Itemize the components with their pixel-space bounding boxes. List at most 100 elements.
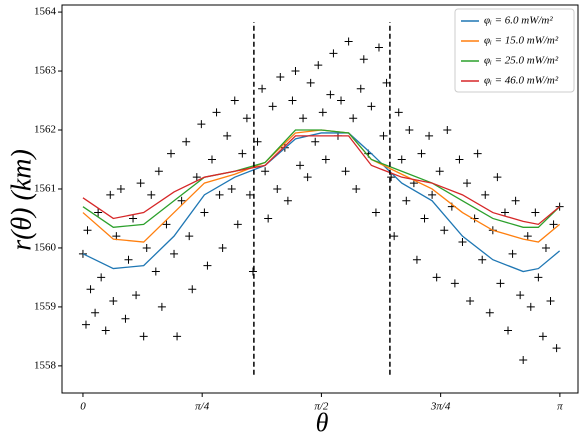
- scatter-point: [200, 208, 209, 217]
- scatter-point: [478, 255, 487, 264]
- series-line: [82, 135, 561, 226]
- scatter-point: [106, 190, 115, 199]
- scatter-point: [481, 190, 490, 199]
- scatter-point: [230, 96, 239, 105]
- scatter-point: [523, 232, 532, 241]
- scatter-point: [428, 190, 437, 199]
- scatter-point: [344, 37, 353, 46]
- scatter-point: [526, 302, 535, 311]
- scatter-point: [242, 114, 251, 123]
- plot-frame: [61, 4, 579, 394]
- scatter-point: [552, 344, 561, 353]
- scatter-point: [268, 102, 277, 111]
- scatter-point: [261, 167, 270, 176]
- scatter-point: [458, 238, 467, 247]
- scatter-point: [496, 279, 505, 288]
- legend-label: φᵢ = 6.0 mW/m²: [484, 15, 553, 27]
- scatter-point: [116, 184, 125, 193]
- scatter-point: [223, 131, 232, 140]
- scatter-point: [341, 167, 350, 176]
- scatter-point: [185, 232, 194, 241]
- scatter-point: [83, 226, 92, 235]
- scatter-point: [291, 67, 300, 76]
- scatter-point: [233, 220, 242, 229]
- x-tick-label: π/4: [195, 401, 210, 413]
- scatter-point: [450, 279, 459, 288]
- y-tick-label: 1564: [34, 6, 57, 18]
- scatter-point: [264, 214, 273, 223]
- scatter-point: [94, 208, 103, 217]
- scatter-point: [299, 114, 308, 123]
- legend-box: [454, 8, 575, 93]
- scatter-point: [192, 173, 201, 182]
- scatter-point: [197, 120, 206, 129]
- scatter-point: [318, 108, 327, 117]
- scatter-point: [387, 173, 396, 182]
- scatter-point: [397, 155, 406, 164]
- scatter-point: [394, 108, 403, 117]
- scatter-point: [188, 285, 197, 294]
- scatter-point: [283, 196, 292, 205]
- series-line: [82, 132, 561, 273]
- scatter-point: [455, 155, 464, 164]
- y-tick-label: 1561: [34, 183, 56, 195]
- series-line: [82, 129, 561, 228]
- scatter-point: [371, 208, 380, 217]
- scatter-point: [356, 84, 365, 93]
- scatter-point: [258, 84, 267, 93]
- scatter-point: [132, 291, 141, 300]
- scatter-point: [485, 308, 494, 317]
- x-tick-label: π: [557, 401, 563, 413]
- y-tick-label: 1559: [34, 300, 57, 312]
- scatter-point: [534, 273, 543, 282]
- scatter-point: [531, 208, 540, 217]
- scatter-point: [314, 61, 323, 70]
- scatter-point: [549, 220, 558, 229]
- scatter-point: [538, 332, 547, 341]
- scatter-point: [124, 255, 133, 264]
- scatter-point: [97, 273, 106, 282]
- scatter-point: [306, 78, 315, 87]
- scatter-point: [203, 261, 212, 270]
- x-tick-label: 3π/4: [430, 401, 451, 413]
- scatter-point: [139, 332, 148, 341]
- scatter-point: [504, 326, 513, 335]
- scatter-point: [541, 243, 550, 252]
- scatter-point: [374, 43, 383, 52]
- scatter-point: [493, 173, 502, 182]
- scatter-point: [273, 184, 282, 193]
- scatter-point: [390, 232, 399, 241]
- legend-label: φᵢ = 15.0 mW/m²: [484, 35, 559, 47]
- scatter-point: [276, 72, 285, 81]
- scatter-point: [248, 267, 257, 276]
- scatter-point: [405, 126, 414, 135]
- scatter-point: [238, 149, 247, 158]
- scatter-point: [367, 102, 376, 111]
- scatter-point: [81, 320, 90, 329]
- scatter-point: [151, 267, 160, 276]
- scatter-point: [288, 96, 297, 105]
- scatter-point: [473, 149, 482, 158]
- scatter-point: [91, 308, 100, 317]
- scatter-point: [432, 273, 441, 282]
- legend-label: φᵢ = 25.0 mW/m²: [484, 55, 559, 67]
- scatter-point: [121, 314, 130, 323]
- scatter-point: [311, 137, 320, 146]
- scatter-point: [516, 291, 525, 300]
- scatter-point: [182, 137, 191, 146]
- scatter-point: [546, 297, 555, 306]
- scatter-point: [173, 332, 182, 341]
- scatter-point: [500, 208, 509, 217]
- scatter-point: [162, 220, 171, 229]
- scatter-point: [508, 249, 517, 258]
- scatter-point: [303, 173, 312, 182]
- scatter-point: [337, 96, 346, 105]
- legend-label: φᵢ = 46.0 mW/m²: [484, 75, 559, 87]
- scatter-point: [417, 149, 426, 158]
- scatter-point: [101, 326, 110, 335]
- scatter-point: [142, 243, 151, 252]
- scatter-point: [379, 131, 388, 140]
- scatter-point: [86, 285, 95, 294]
- y-tick-label: 1563: [34, 65, 57, 77]
- scatter-point: [227, 184, 236, 193]
